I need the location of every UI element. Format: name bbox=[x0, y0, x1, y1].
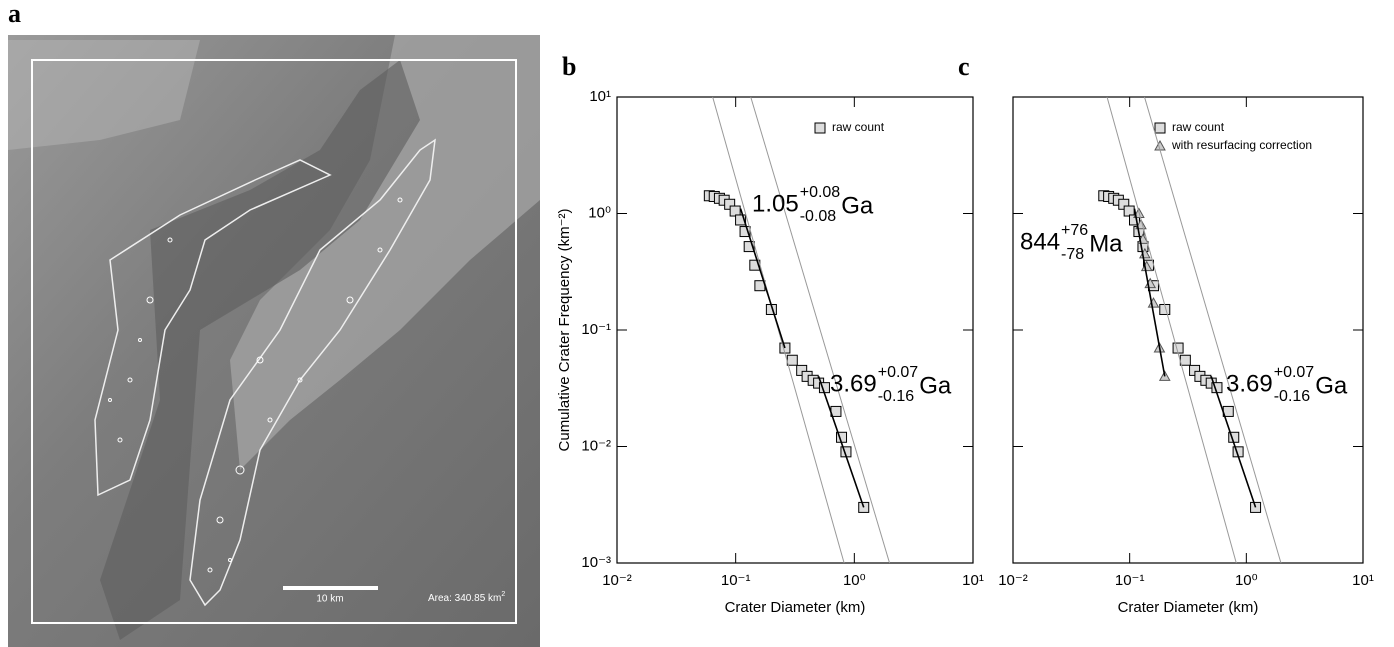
count-area bbox=[189, 138, 436, 607]
x-axis-label: Crater Diameter (km) bbox=[1118, 599, 1259, 616]
age-unit: Ga bbox=[1315, 372, 1348, 399]
square-marker bbox=[1128, 214, 1140, 226]
age-value: 844 bbox=[1020, 228, 1060, 255]
age-minus-error: -0.16 bbox=[1274, 388, 1311, 405]
age-unit: Ma bbox=[1089, 230, 1123, 257]
ridge bbox=[230, 35, 540, 470]
age-plus-error: +0.07 bbox=[878, 364, 919, 381]
line bbox=[817, 376, 865, 508]
legend-symbol bbox=[814, 122, 826, 134]
plot-frame bbox=[1012, 96, 1364, 564]
y-tick-label: 10¹ bbox=[589, 88, 611, 105]
area-label: Area: 340.85 km2 bbox=[428, 591, 505, 604]
line bbox=[1210, 376, 1257, 508]
y-tick-label: 10⁻³ bbox=[581, 554, 611, 571]
line bbox=[1144, 96, 1282, 564]
x-tick-label: 10⁰ bbox=[843, 572, 866, 589]
legend-symbol bbox=[1154, 122, 1166, 134]
age-unit: Ga bbox=[919, 372, 952, 399]
square-marker bbox=[743, 241, 755, 253]
x-tick-label: 10⁻¹ bbox=[721, 572, 751, 589]
age-minus-error: -78 bbox=[1061, 246, 1084, 263]
square-marker bbox=[1179, 354, 1191, 366]
age-value: 1.05 bbox=[752, 190, 799, 217]
age-plus-error: +0.08 bbox=[800, 184, 841, 201]
panel-label: a bbox=[8, 0, 21, 28]
y-tick-label: 10⁻² bbox=[581, 437, 611, 454]
age-value: 3.69 bbox=[830, 370, 877, 397]
square-marker bbox=[739, 226, 751, 238]
x-axis-label: Crater Diameter (km) bbox=[725, 599, 866, 616]
age-plus-error: +76 bbox=[1061, 222, 1088, 239]
x-tick-label: 10⁻² bbox=[602, 572, 632, 589]
age-value: 3.69 bbox=[1226, 370, 1273, 397]
triangle-marker bbox=[1147, 297, 1160, 308]
craters bbox=[108, 197, 403, 573]
panel-label: b bbox=[562, 52, 576, 81]
area-exponent: 2 bbox=[501, 591, 505, 598]
age-unit: Ga bbox=[841, 192, 874, 219]
plain bbox=[8, 40, 200, 150]
legend-label: with resurfacing correction bbox=[1171, 138, 1312, 152]
plot-frame bbox=[616, 96, 974, 564]
x-tick-label: 10⁻² bbox=[998, 572, 1028, 589]
square-marker bbox=[858, 501, 870, 513]
square-marker bbox=[735, 214, 747, 226]
y-tick-label: 10⁻¹ bbox=[581, 321, 611, 338]
y-axis-label: Cumulative Crater Frequency (km⁻²) bbox=[556, 209, 573, 452]
line bbox=[739, 208, 786, 349]
frame bbox=[31, 59, 517, 624]
x-tick-label: 10⁻¹ bbox=[1115, 572, 1145, 589]
canyon bbox=[100, 60, 420, 640]
x-tick-label: 10⁰ bbox=[1235, 572, 1258, 589]
age-minus-error: -0.08 bbox=[800, 208, 837, 225]
square-marker bbox=[1250, 501, 1262, 513]
scale-label: 10 km bbox=[316, 594, 343, 605]
line bbox=[1133, 208, 1166, 377]
line bbox=[750, 96, 891, 564]
age-minus-error: -0.16 bbox=[878, 388, 915, 405]
x-tick-label: 10¹ bbox=[962, 572, 984, 589]
legend-label: raw count bbox=[1172, 120, 1225, 134]
y-tick-label: 10⁰ bbox=[588, 204, 611, 221]
line bbox=[1106, 96, 1237, 564]
image-panel: 10 km Area: 340.85 km2 bbox=[8, 35, 540, 647]
legend-label: raw count bbox=[832, 120, 885, 134]
panel-label: c bbox=[958, 52, 970, 81]
age-plus-error: +0.07 bbox=[1274, 364, 1315, 381]
x-tick-label: 10¹ bbox=[1352, 572, 1374, 589]
count-area bbox=[94, 159, 332, 497]
area-text: Area: 340.85 km bbox=[428, 593, 501, 604]
square-marker bbox=[786, 354, 798, 366]
